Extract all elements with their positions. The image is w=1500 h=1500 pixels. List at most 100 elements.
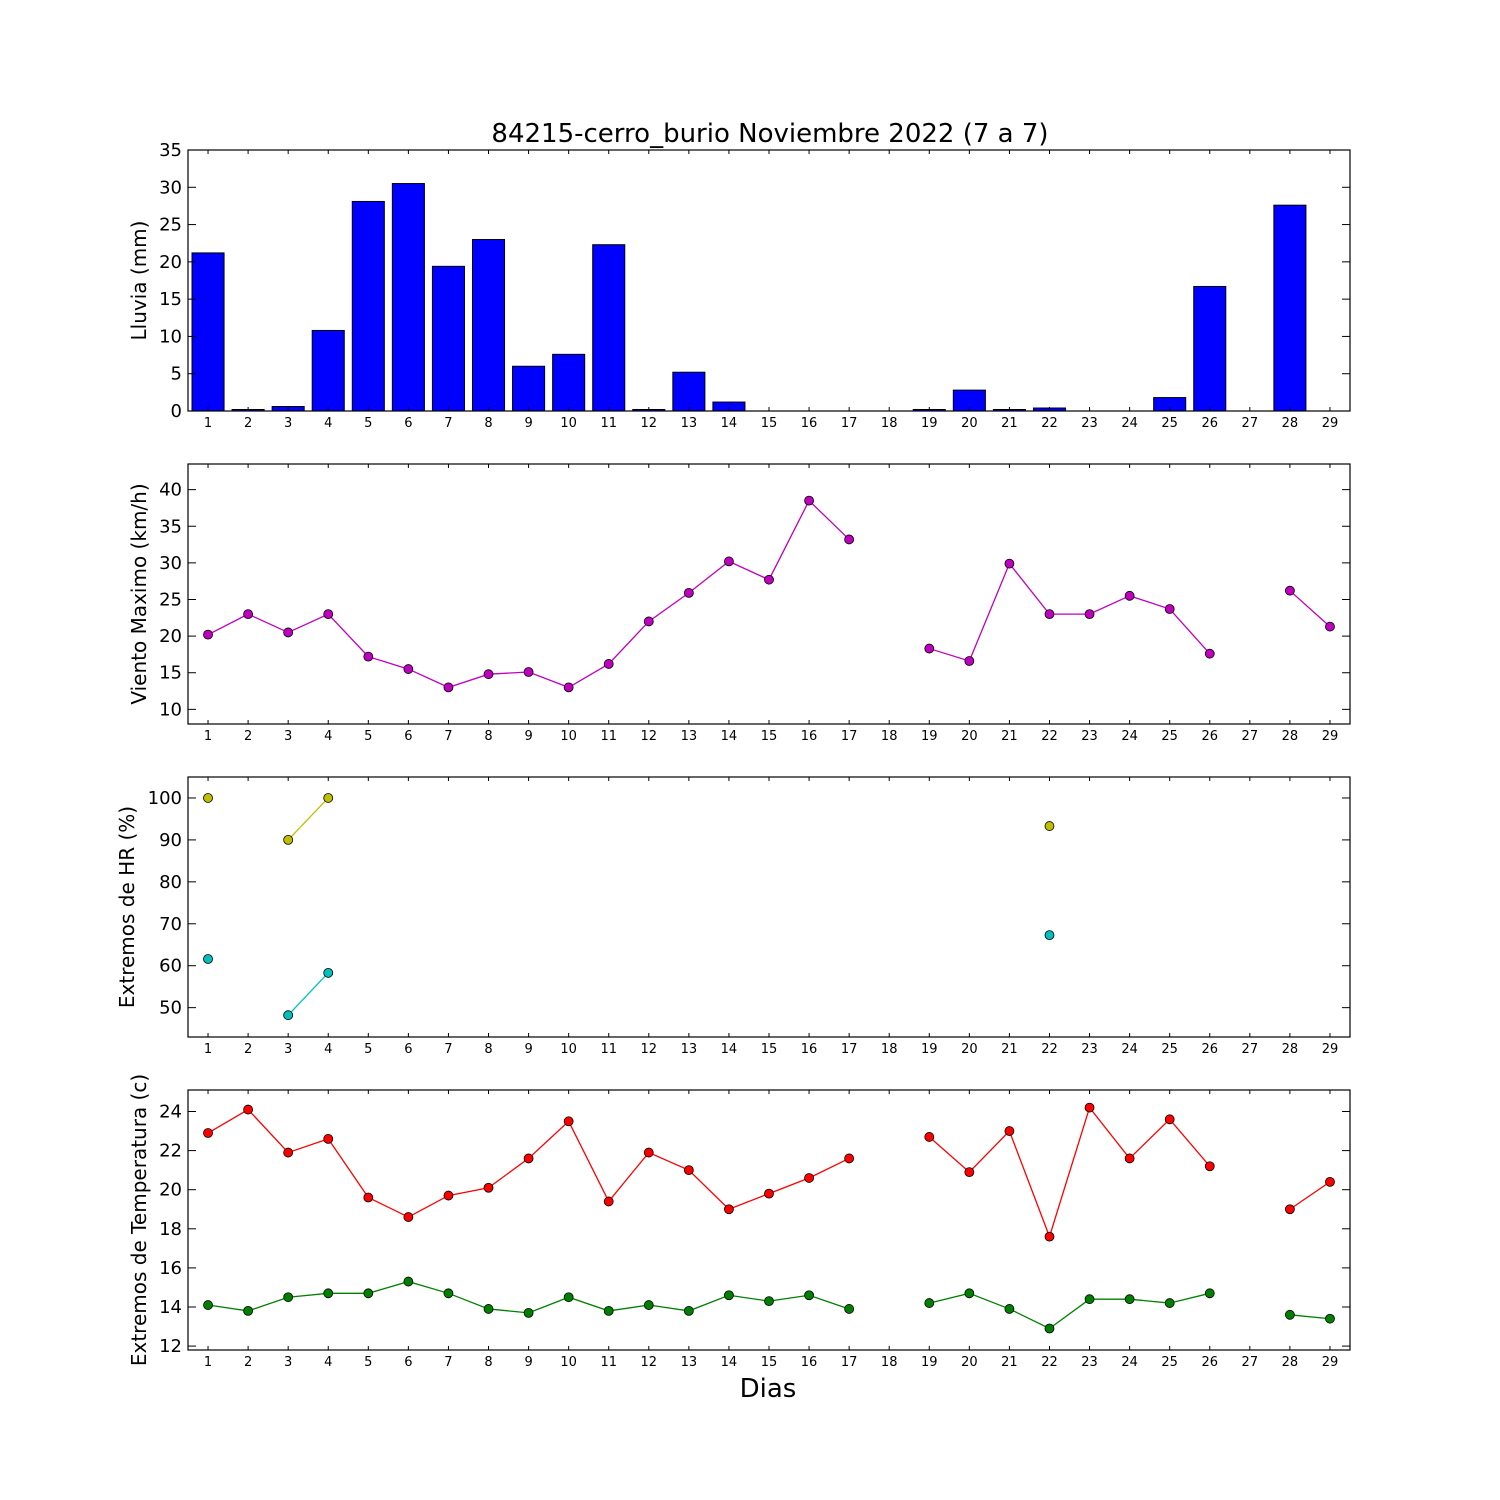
rainfall-bar-day-6 xyxy=(391,183,425,412)
rainfall-xtick-label: 6 xyxy=(404,416,412,431)
wind-xtick-label: 21 xyxy=(1001,729,1018,744)
humidity-xtick-label: 24 xyxy=(1121,1042,1138,1057)
humidity-xtick-label: 1 xyxy=(204,1042,212,1057)
temperature-series-0-point-day-29 xyxy=(1325,1176,1335,1187)
temperature-series-0-point-day-25 xyxy=(1164,1114,1175,1125)
temperature-series-0-point-day-3 xyxy=(283,1147,294,1158)
temperature-xtick-label: 4 xyxy=(324,1355,332,1370)
wind-series-0-point-day-23 xyxy=(1084,609,1095,620)
temperature-series-0-point-day-19 xyxy=(924,1132,935,1142)
temperature-xtick-label: 6 xyxy=(404,1355,412,1370)
humidity-series-1-point-day-3 xyxy=(283,1010,294,1021)
temperature-series-0-point-day-28 xyxy=(1285,1204,1295,1215)
temperature-series-1-point-day-23 xyxy=(1084,1294,1095,1305)
wind-xtick-label: 12 xyxy=(641,729,658,744)
temperature-series-1-line-1 xyxy=(929,1292,1210,1330)
humidity-xtick-label: 17 xyxy=(841,1042,858,1057)
temperature-series-0-point-day-2 xyxy=(243,1104,254,1115)
temperature-xtick-label: 20 xyxy=(961,1355,978,1370)
rainfall-xtick-label: 15 xyxy=(761,416,778,431)
humidity-series-0-point-day-22 xyxy=(1044,821,1055,831)
humidity-series-0-point-day-3 xyxy=(283,835,294,845)
wind-series-0-point-day-6 xyxy=(403,664,414,674)
wind-series-0-point-day-21 xyxy=(1004,558,1015,569)
temperature-series-1-point-day-10 xyxy=(563,1292,574,1303)
humidity-xtick-label: 11 xyxy=(600,1042,617,1057)
temperature-series-0-point-day-7 xyxy=(443,1190,454,1201)
temperature-xtick-label: 9 xyxy=(524,1355,532,1370)
rainfall-xtick-label: 4 xyxy=(324,416,332,431)
wind-xtick-label: 28 xyxy=(1282,729,1299,744)
wind-series-0-point-day-8 xyxy=(483,669,494,680)
temperature-xtick-label: 17 xyxy=(841,1355,858,1370)
rainfall-xtick-label: 18 xyxy=(881,416,898,431)
humidity-xtick-label: 21 xyxy=(1001,1042,1018,1057)
temperature-series-1-point-day-20 xyxy=(964,1288,975,1299)
rainfall-xtick-label: 1 xyxy=(204,416,212,431)
rainfall-bar-day-4 xyxy=(311,329,345,412)
rainfall-ytick-label: 35 xyxy=(159,140,182,161)
temperature-series-0-point-day-8 xyxy=(483,1182,494,1193)
temperature-series-1-point-day-14 xyxy=(724,1290,734,1301)
rainfall-bar-day-8 xyxy=(471,238,506,412)
rainfall-xtick-label: 26 xyxy=(1201,416,1218,431)
temperature-series-1-point-day-25 xyxy=(1164,1298,1175,1308)
humidity-series-1-point-day-22 xyxy=(1044,930,1055,940)
humidity-xtick-label: 28 xyxy=(1282,1042,1299,1057)
temperature-xtick-label: 11 xyxy=(600,1355,617,1370)
temperature-series-1-point-day-22 xyxy=(1044,1323,1055,1334)
temperature-series-0-point-day-26 xyxy=(1204,1161,1215,1172)
temperature-series-1-point-day-11 xyxy=(603,1306,614,1316)
temperature-series-1-point-day-21 xyxy=(1004,1304,1015,1314)
temperature-series-0-point-day-5 xyxy=(363,1192,374,1203)
rainfall-ytick-label: 10 xyxy=(159,326,182,347)
temperature-xtick-label: 13 xyxy=(681,1355,698,1370)
temperature-series-1-point-day-8 xyxy=(483,1304,494,1314)
wind-series-0-point-day-25 xyxy=(1164,604,1175,614)
wind-xtick-label: 24 xyxy=(1121,729,1138,744)
wind-xtick-label: 2 xyxy=(244,729,252,744)
wind-xtick-label: 11 xyxy=(600,729,617,744)
temperature-series-0-point-day-6 xyxy=(403,1212,414,1222)
rainfall-y-axis-label: Lluvia (mm) xyxy=(127,221,151,341)
rainfall-bar-day-26 xyxy=(1193,285,1227,412)
wind-y-axis-label: Viento Maximo (km/h) xyxy=(127,483,151,704)
rainfall-bar-day-5 xyxy=(351,200,385,412)
rainfall-xtick-label: 5 xyxy=(364,416,372,431)
wind-series-0-point-day-16 xyxy=(804,495,814,506)
rainfall-ytick-label: 5 xyxy=(171,364,182,385)
temperature-series-0-point-day-24 xyxy=(1124,1153,1135,1164)
wind-series-0-point-day-17 xyxy=(844,534,855,545)
wind-xtick-label: 23 xyxy=(1081,729,1098,744)
wind-xtick-label: 7 xyxy=(444,729,452,744)
rainfall-xtick-label: 28 xyxy=(1282,416,1299,431)
wind-xtick-label: 8 xyxy=(484,729,492,744)
rainfall-bar-day-13 xyxy=(672,371,706,412)
wind-xtick-label: 26 xyxy=(1201,729,1218,744)
temperature-xtick-label: 15 xyxy=(761,1355,778,1370)
humidity-xtick-label: 9 xyxy=(524,1042,532,1057)
wind-xtick-label: 25 xyxy=(1161,729,1178,744)
temperature-ytick-label: 22 xyxy=(159,1141,182,1162)
rainfall-bar-day-7 xyxy=(431,265,465,412)
wind-xtick-label: 16 xyxy=(801,729,818,744)
temperature-xtick-label: 14 xyxy=(721,1355,738,1370)
humidity-xtick-label: 4 xyxy=(324,1042,332,1057)
wind-xtick-label: 29 xyxy=(1322,729,1339,744)
temperature-xtick-label: 16 xyxy=(801,1355,818,1370)
temperature-y-axis-label: Extremos de Temperatura (c) xyxy=(127,1074,151,1366)
temperature-xtick-label: 10 xyxy=(560,1355,577,1370)
wind-series-0-point-day-19 xyxy=(924,643,935,654)
wind-series-0-point-day-11 xyxy=(603,659,614,669)
figure-title: 84215-cerro_burio Noviembre 2022 (7 a 7) xyxy=(491,119,1048,149)
temperature-series-0-point-day-21 xyxy=(1004,1126,1015,1136)
temperature-xtick-label: 25 xyxy=(1161,1355,1178,1370)
temperature-series-0-point-day-15 xyxy=(764,1188,774,1199)
temperature-series-1-point-day-9 xyxy=(523,1307,534,1318)
temperature-series-1-point-day-1 xyxy=(203,1300,213,1310)
